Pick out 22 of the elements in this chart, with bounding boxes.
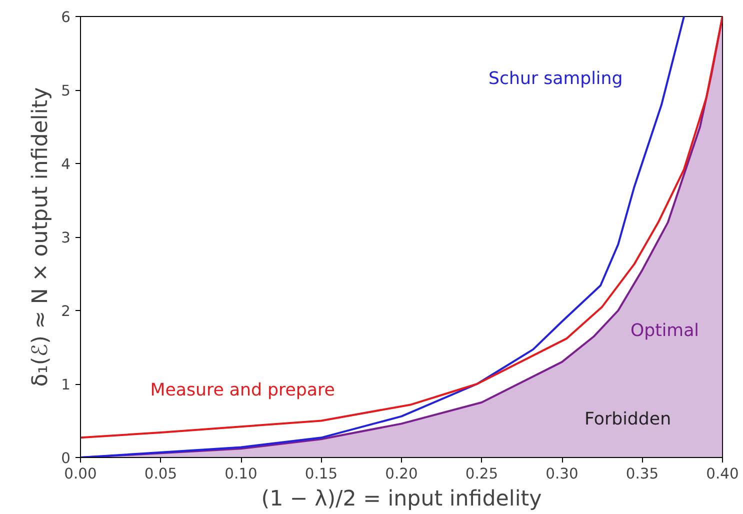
x-tick-label: 0.25 [465, 466, 498, 482]
x-tick-label: 0.10 [224, 466, 258, 482]
series-label: Measure and prepare [150, 380, 335, 401]
text: Schur sampling [488, 68, 623, 89]
x-tick-label: 0.15 [304, 466, 338, 482]
series-label: Optimal [630, 321, 700, 342]
x-tick-label: 0.40 [706, 466, 739, 482]
x-axis-title: (1 − λ)/2 = input infidelity [261, 486, 542, 512]
x-tick-label: 0.20 [385, 466, 418, 482]
y-tick-label: 6 [61, 9, 71, 26]
x-tick-label: 0.05 [144, 466, 178, 482]
y-axis-title: δ₁(ℰ) ≈ N × output infidelity [28, 87, 54, 387]
annotation: Forbidden [584, 409, 672, 430]
x-tick-label: 0.00 [64, 466, 97, 482]
x-tick-label: 0.35 [626, 466, 659, 482]
y-tick-label: 2 [61, 303, 71, 320]
y-tick-label: 3 [61, 230, 71, 246]
y-tick-label: 1 [61, 376, 71, 394]
y-tick-label: 0 [61, 450, 71, 467]
y-tick-label: 5 [61, 82, 71, 100]
y-tick-label: 4 [61, 156, 71, 173]
x-tick-label: 0.30 [546, 466, 578, 482]
